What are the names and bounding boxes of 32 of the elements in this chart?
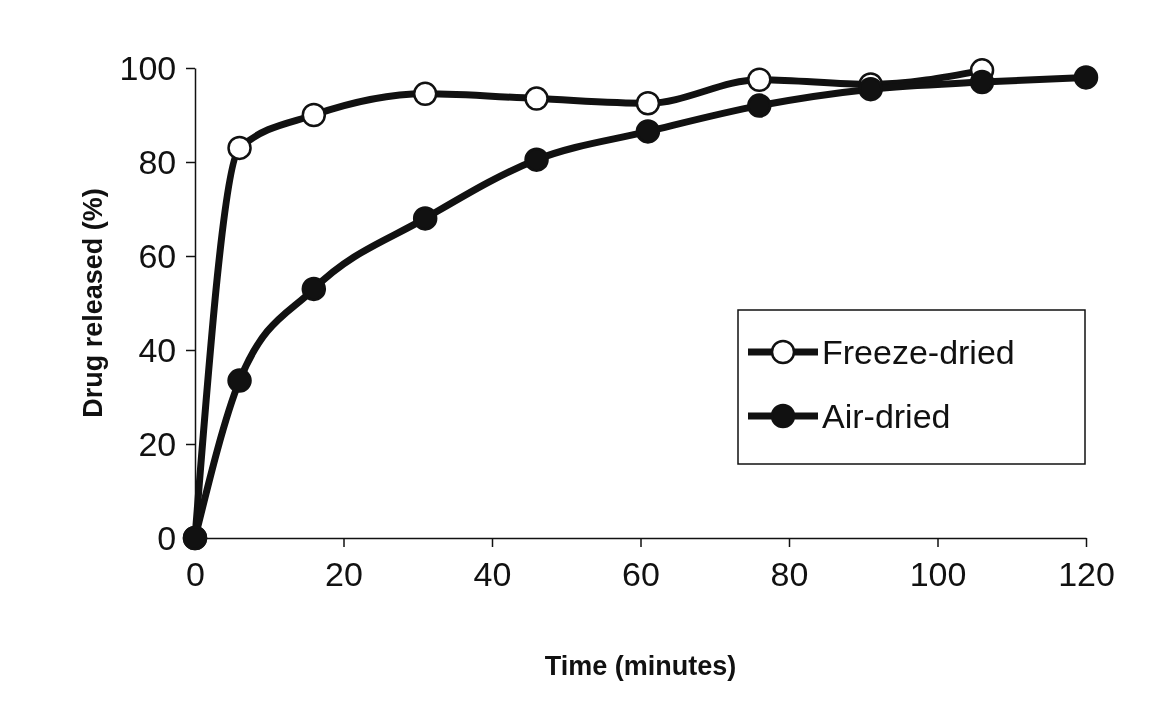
y-axis-title: Drug released (%) [78, 188, 108, 418]
point [301, 276, 327, 302]
x-tick-label: 120 [1058, 554, 1115, 593]
point [635, 91, 661, 116]
y-tick-label: 100 [119, 49, 177, 88]
point [524, 147, 549, 172]
x-tick-label: 0 [186, 554, 205, 593]
point [412, 206, 438, 231]
x-tick-label: 20 [325, 554, 363, 593]
x-axis-title: Time (minutes) [544, 651, 737, 681]
y-tick-label: 40 [138, 331, 177, 370]
point [858, 76, 883, 102]
point [227, 368, 252, 393]
point [524, 86, 549, 111]
x-tick-label: 100 [909, 554, 967, 593]
point [227, 135, 252, 161]
legend-label: Freeze-dried [822, 332, 1015, 371]
x-tick-label: 60 [622, 554, 660, 593]
point [412, 81, 438, 107]
point [747, 93, 772, 118]
y-tick-label: 80 [138, 143, 177, 182]
y-tick-label: 0 [157, 519, 177, 558]
legend-label: Air-dried [822, 396, 951, 435]
point [969, 69, 995, 95]
x-tick-label: 40 [473, 554, 512, 593]
point [747, 67, 772, 92]
point [635, 119, 661, 144]
point [1073, 65, 1099, 90]
y-tick-label: 20 [138, 425, 177, 464]
point [301, 102, 327, 128]
x-tick-label: 80 [770, 554, 809, 593]
y-tick-label: 60 [138, 237, 177, 276]
